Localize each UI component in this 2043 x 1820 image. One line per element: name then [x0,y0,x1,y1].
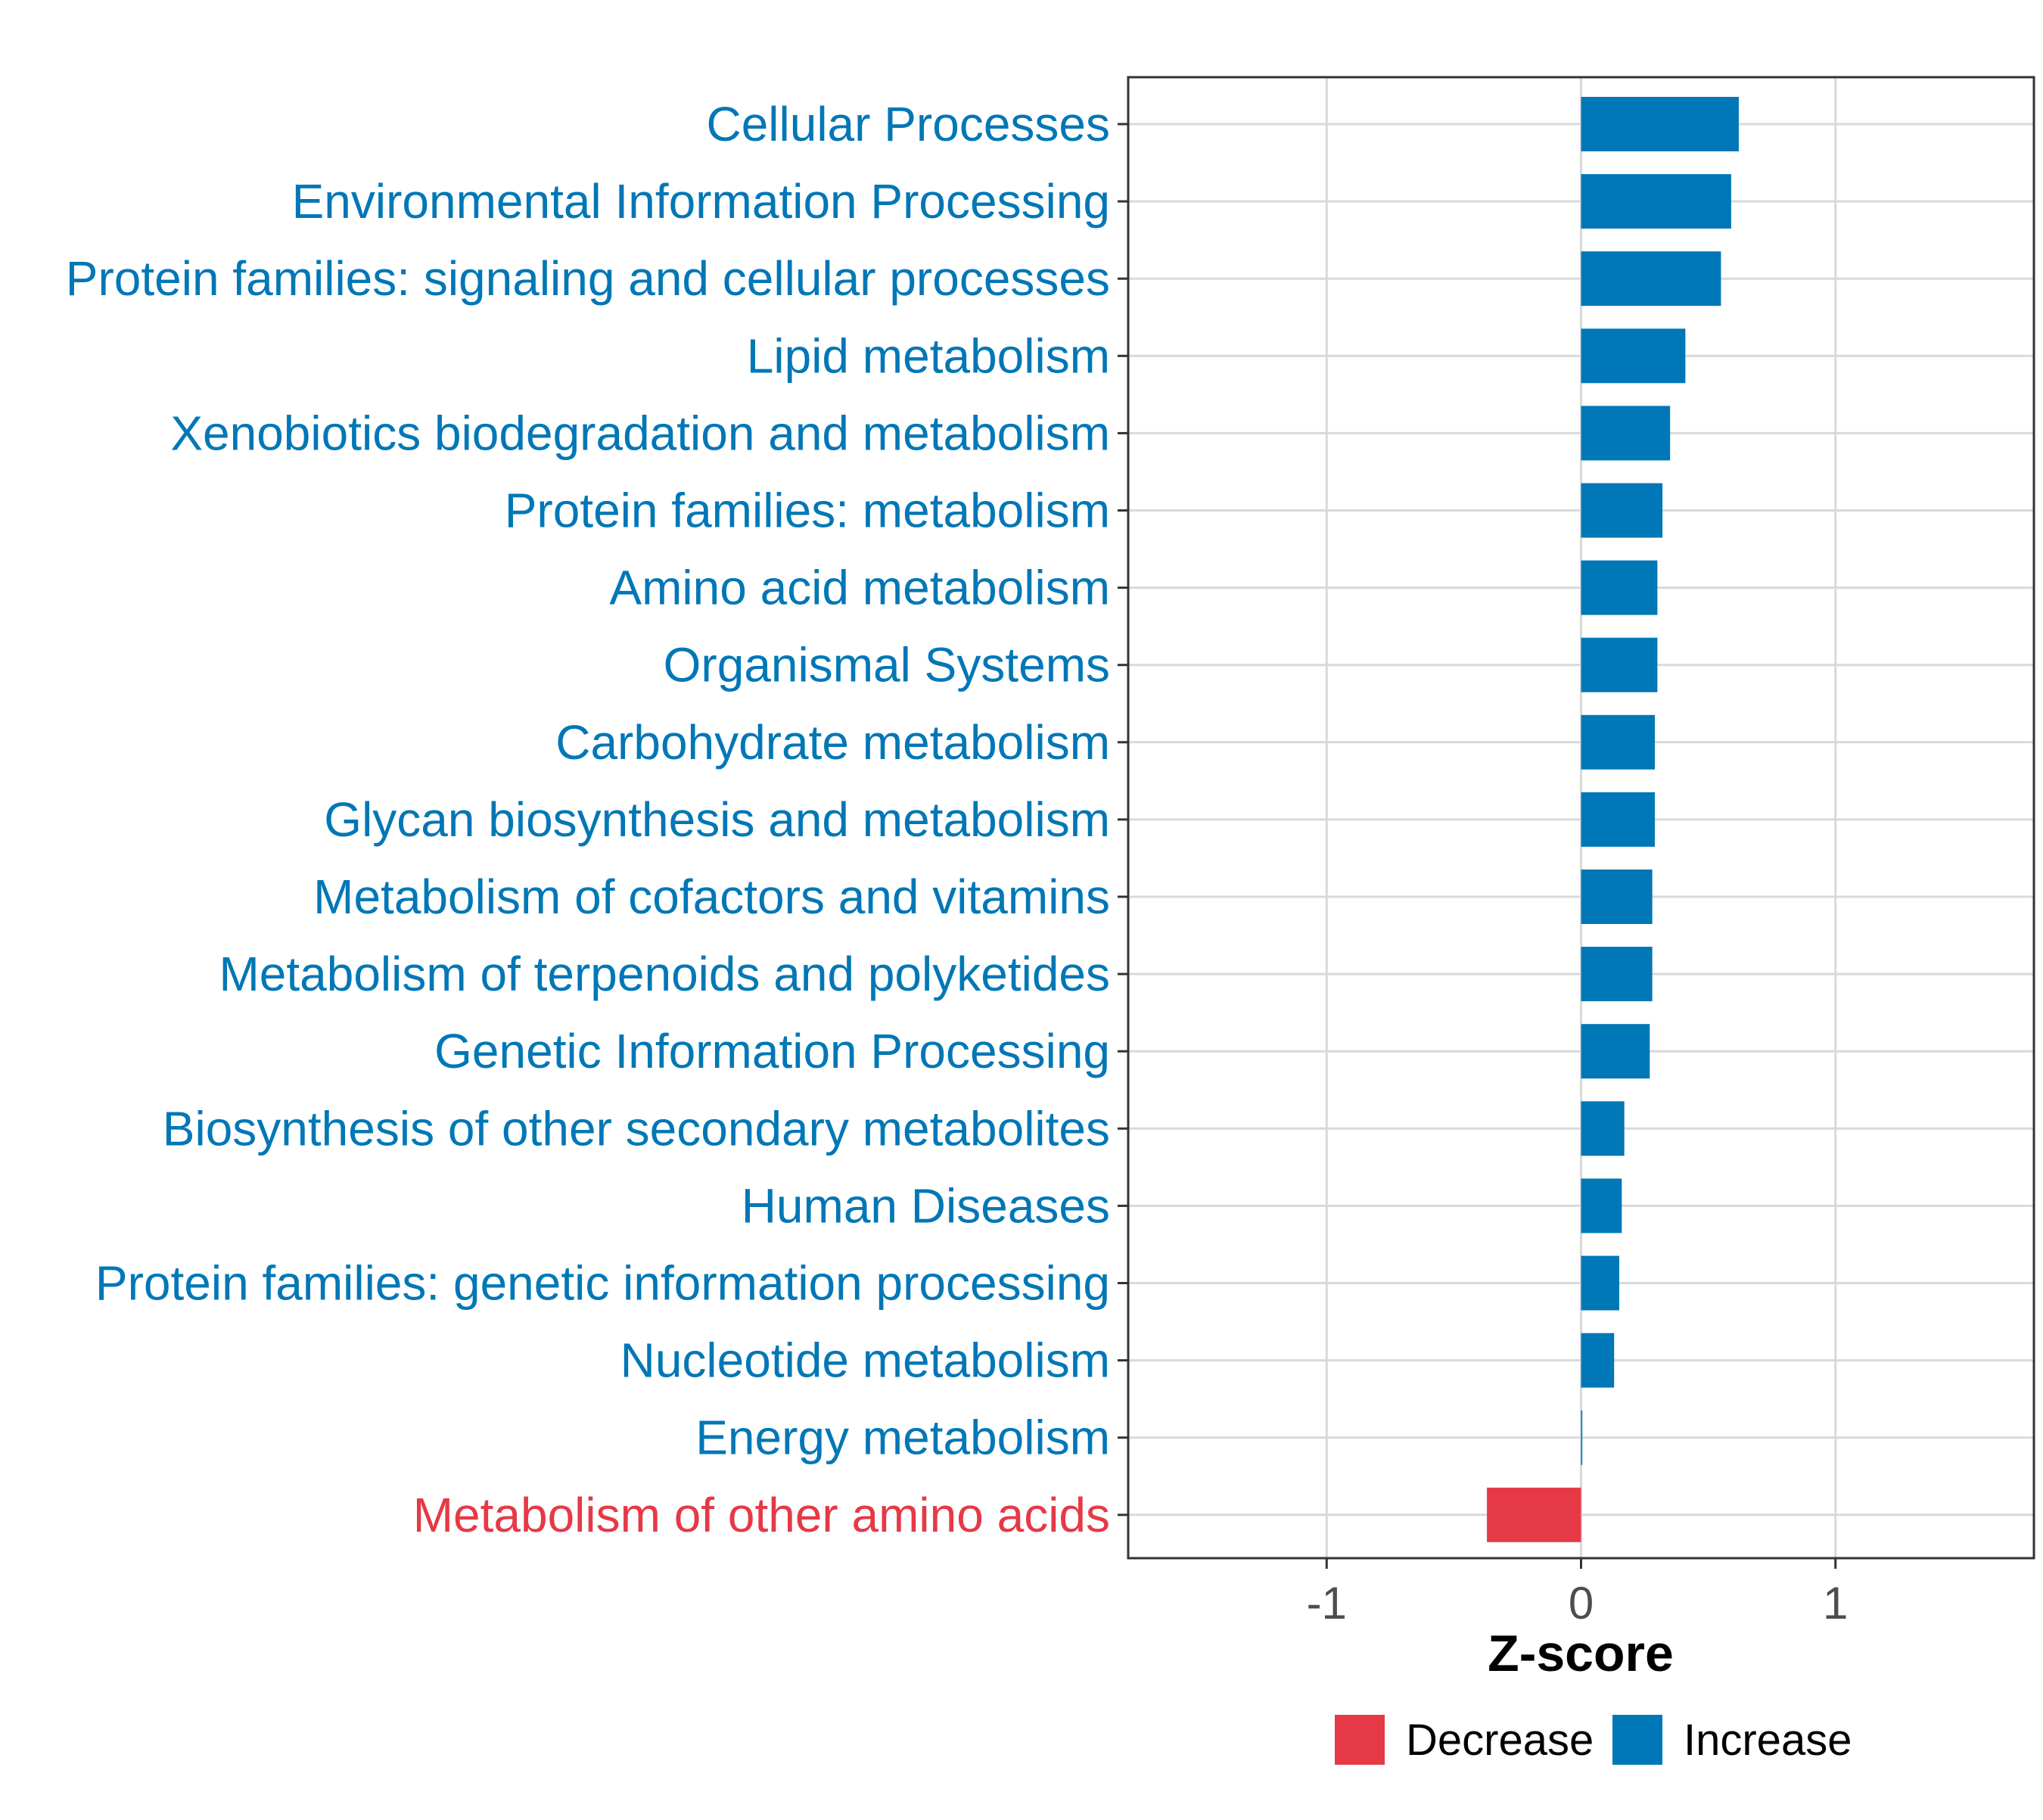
x-tick-label: 0 [1569,1578,1594,1629]
bar [1581,251,1721,306]
bar [1487,1487,1581,1542]
bar [1581,1178,1622,1234]
bar [1581,870,1653,924]
bar [1581,1410,1583,1465]
bar [1581,1255,1619,1311]
legend-key [1335,1715,1385,1765]
legend-key [1612,1715,1662,1765]
x-axis-title: Z-score [1488,1625,1674,1682]
category-label: Metabolism of cofactors and vitamins [313,870,1110,924]
category-label: Amino acid metabolism [609,561,1110,615]
bar [1581,1101,1625,1156]
category-label: Environmental Information Processing [292,174,1110,229]
x-axis: -1 0 1 [1307,1558,1848,1629]
legend-label: Increase [1684,1716,1852,1765]
category-label: Lipid metabolism [747,328,1110,383]
category-label: Protein families: metabolism [505,484,1110,538]
legend: Decrease Increase [1335,1715,1852,1765]
bar [1581,328,1686,384]
bar [1581,97,1739,151]
bar [1581,406,1671,461]
bar [1581,560,1658,615]
bar [1581,714,1656,770]
bar [1581,174,1731,229]
category-label: Biosynthesis of other secondary metaboli… [163,1101,1110,1156]
category-label: Protein families: genetic information pr… [95,1256,1110,1311]
bar [1581,637,1658,692]
bar [1581,792,1656,847]
bar [1581,947,1653,1002]
category-label: Carbohydrate metabolism [555,715,1110,770]
legend-label: Decrease [1406,1716,1594,1765]
category-label: Xenobiotics biodegradation and metabolis… [170,406,1110,460]
x-tick-label: -1 [1307,1578,1347,1629]
category-label: Metabolism of other amino acids [413,1488,1110,1542]
category-label: Metabolism of terpenoids and polyketides [219,947,1110,1001]
bar [1581,1024,1650,1079]
bar [1581,483,1663,538]
y-axis: Cellular Processes Environmental Informat… [66,97,1128,1542]
category-label: Nucleotide metabolism [620,1333,1110,1388]
category-label: Cellular Processes [706,97,1110,151]
x-tick-label: 1 [1823,1578,1848,1629]
category-label: Organismal Systems [664,638,1110,692]
category-label: Human Diseases [742,1178,1110,1233]
category-label: Protein families: signaling and cellular… [66,251,1110,306]
bars [1487,97,1739,1542]
category-label: Genetic Information Processing [434,1024,1110,1078]
category-label: Glycan biosynthesis and metabolism [324,792,1110,847]
bar [1581,1333,1615,1388]
category-label: Energy metabolism [695,1411,1110,1465]
